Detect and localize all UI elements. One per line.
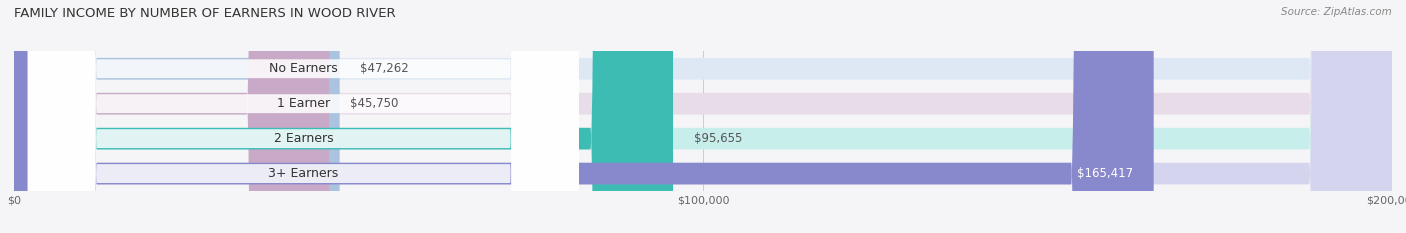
Text: Source: ZipAtlas.com: Source: ZipAtlas.com xyxy=(1281,7,1392,17)
Text: $47,262: $47,262 xyxy=(360,62,409,75)
Text: 1 Earner: 1 Earner xyxy=(277,97,330,110)
FancyBboxPatch shape xyxy=(28,0,579,233)
FancyBboxPatch shape xyxy=(28,0,579,233)
Text: 3+ Earners: 3+ Earners xyxy=(269,167,339,180)
FancyBboxPatch shape xyxy=(14,0,1392,233)
FancyBboxPatch shape xyxy=(14,0,340,233)
FancyBboxPatch shape xyxy=(14,0,673,233)
FancyBboxPatch shape xyxy=(14,0,1392,233)
Text: $165,417: $165,417 xyxy=(1077,167,1133,180)
FancyBboxPatch shape xyxy=(28,0,579,233)
Text: 2 Earners: 2 Earners xyxy=(274,132,333,145)
FancyBboxPatch shape xyxy=(28,0,579,233)
Text: $45,750: $45,750 xyxy=(350,97,398,110)
Text: $95,655: $95,655 xyxy=(693,132,742,145)
FancyBboxPatch shape xyxy=(14,0,1392,233)
Text: FAMILY INCOME BY NUMBER OF EARNERS IN WOOD RIVER: FAMILY INCOME BY NUMBER OF EARNERS IN WO… xyxy=(14,7,395,20)
FancyBboxPatch shape xyxy=(14,0,1154,233)
Text: No Earners: No Earners xyxy=(269,62,337,75)
FancyBboxPatch shape xyxy=(14,0,1392,233)
FancyBboxPatch shape xyxy=(14,0,329,233)
